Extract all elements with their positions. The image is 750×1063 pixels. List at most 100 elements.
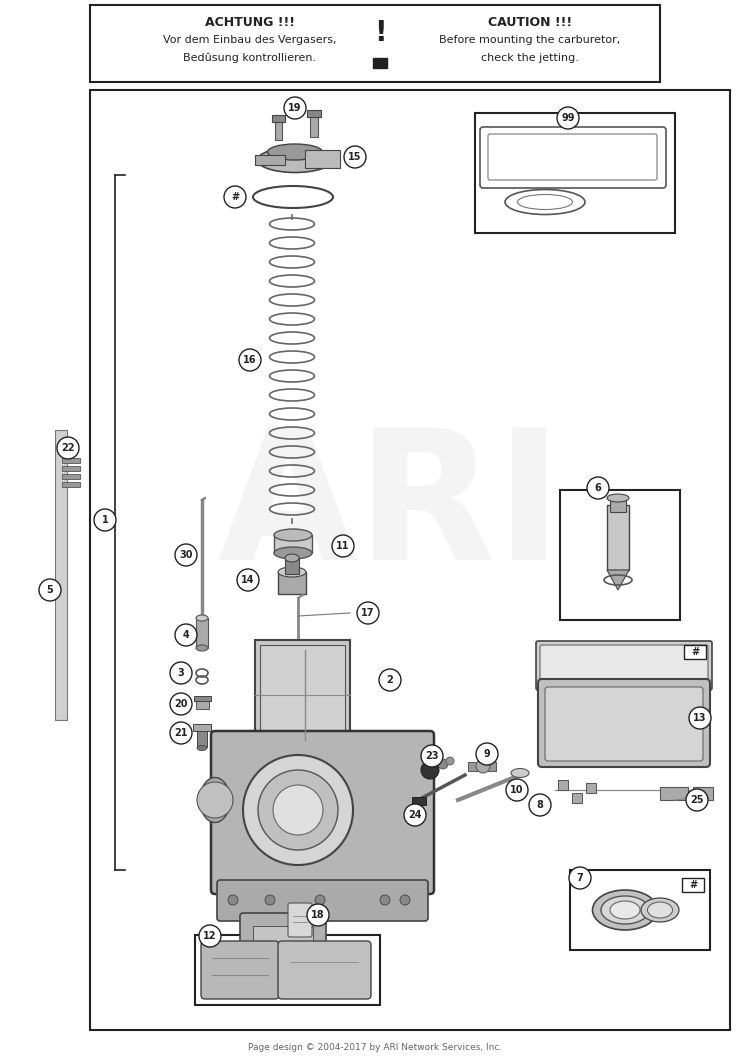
Ellipse shape	[641, 898, 679, 922]
Ellipse shape	[647, 902, 673, 918]
Text: 19: 19	[288, 103, 302, 113]
Bar	[272, 115, 285, 122]
Circle shape	[379, 669, 401, 691]
Text: 17: 17	[362, 608, 375, 618]
Text: 25: 25	[690, 795, 703, 805]
Bar	[572, 793, 582, 803]
Circle shape	[170, 693, 192, 715]
Bar	[693, 787, 713, 800]
Bar	[607, 505, 629, 570]
FancyBboxPatch shape	[278, 941, 371, 999]
Circle shape	[237, 569, 259, 591]
Bar	[197, 727, 207, 747]
Circle shape	[175, 624, 197, 646]
Bar	[62, 458, 80, 463]
Text: Page design © 2004-2017 by ARI Network Services, Inc.: Page design © 2004-2017 by ARI Network S…	[248, 1044, 502, 1052]
Circle shape	[529, 794, 551, 816]
Text: 23: 23	[425, 750, 439, 761]
Text: 30: 30	[179, 550, 193, 560]
Bar	[275, 118, 282, 140]
Text: 11: 11	[336, 541, 350, 551]
Circle shape	[228, 895, 238, 905]
Circle shape	[197, 782, 233, 819]
Text: check the jetting.: check the jetting.	[481, 53, 579, 63]
Circle shape	[404, 804, 426, 826]
Text: 99: 99	[561, 113, 574, 123]
Circle shape	[446, 757, 454, 765]
Bar	[196, 618, 208, 648]
Bar	[62, 482, 80, 487]
Text: 15: 15	[348, 152, 361, 162]
Circle shape	[421, 761, 439, 779]
Text: 6: 6	[595, 483, 602, 493]
Text: Vor dem Einbau des Vergasers,: Vor dem Einbau des Vergasers,	[164, 35, 337, 45]
Circle shape	[170, 662, 192, 684]
Circle shape	[265, 895, 275, 905]
Ellipse shape	[601, 896, 649, 924]
Text: !: !	[374, 19, 386, 47]
Circle shape	[557, 107, 579, 129]
Circle shape	[307, 904, 329, 926]
Text: 3: 3	[178, 668, 184, 678]
Circle shape	[357, 602, 379, 624]
Text: ARI: ARI	[217, 422, 563, 598]
Ellipse shape	[268, 144, 322, 161]
Bar	[475, 113, 675, 233]
Text: 24: 24	[408, 810, 422, 820]
Text: 1: 1	[102, 514, 109, 525]
Ellipse shape	[196, 615, 208, 621]
Text: #: #	[691, 647, 699, 657]
FancyBboxPatch shape	[201, 941, 279, 999]
Text: 2: 2	[387, 675, 394, 685]
FancyBboxPatch shape	[288, 902, 312, 937]
Bar	[196, 701, 209, 709]
Bar	[558, 780, 568, 790]
Text: 14: 14	[242, 575, 255, 585]
Circle shape	[332, 535, 354, 557]
Bar	[373, 58, 387, 68]
Bar	[90, 5, 660, 82]
Ellipse shape	[592, 890, 658, 930]
Bar	[412, 797, 426, 805]
Text: 7: 7	[577, 873, 584, 883]
Text: 9: 9	[484, 749, 490, 759]
Circle shape	[39, 579, 61, 601]
Text: 16: 16	[243, 355, 256, 365]
Text: #: #	[231, 192, 239, 202]
Bar	[305, 150, 340, 168]
Ellipse shape	[607, 494, 629, 502]
Bar	[285, 558, 299, 574]
Bar	[62, 474, 80, 479]
Circle shape	[170, 722, 192, 744]
Circle shape	[380, 895, 390, 905]
Text: #: #	[689, 880, 697, 890]
Text: Bedûsung kontrollieren.: Bedûsung kontrollieren.	[184, 53, 316, 64]
Circle shape	[94, 509, 116, 532]
Ellipse shape	[257, 148, 332, 172]
Circle shape	[258, 770, 338, 850]
Circle shape	[587, 477, 609, 499]
Circle shape	[506, 779, 528, 802]
Ellipse shape	[197, 745, 207, 750]
FancyBboxPatch shape	[211, 731, 434, 894]
FancyBboxPatch shape	[545, 687, 703, 761]
FancyBboxPatch shape	[536, 641, 712, 690]
Bar	[274, 535, 312, 553]
Bar	[253, 926, 313, 958]
Bar	[255, 640, 350, 745]
Bar	[55, 431, 67, 720]
Text: 18: 18	[311, 910, 325, 919]
Circle shape	[421, 745, 443, 767]
Text: CAUTION !!!: CAUTION !!!	[488, 16, 572, 29]
Text: 10: 10	[510, 784, 524, 795]
FancyBboxPatch shape	[540, 645, 708, 686]
Bar	[560, 490, 680, 620]
Bar	[193, 724, 211, 731]
Bar	[570, 870, 710, 950]
Bar	[278, 572, 306, 594]
Bar	[307, 109, 321, 117]
Bar	[260, 645, 345, 740]
Circle shape	[199, 925, 221, 947]
Bar	[255, 155, 285, 165]
Circle shape	[239, 349, 261, 371]
